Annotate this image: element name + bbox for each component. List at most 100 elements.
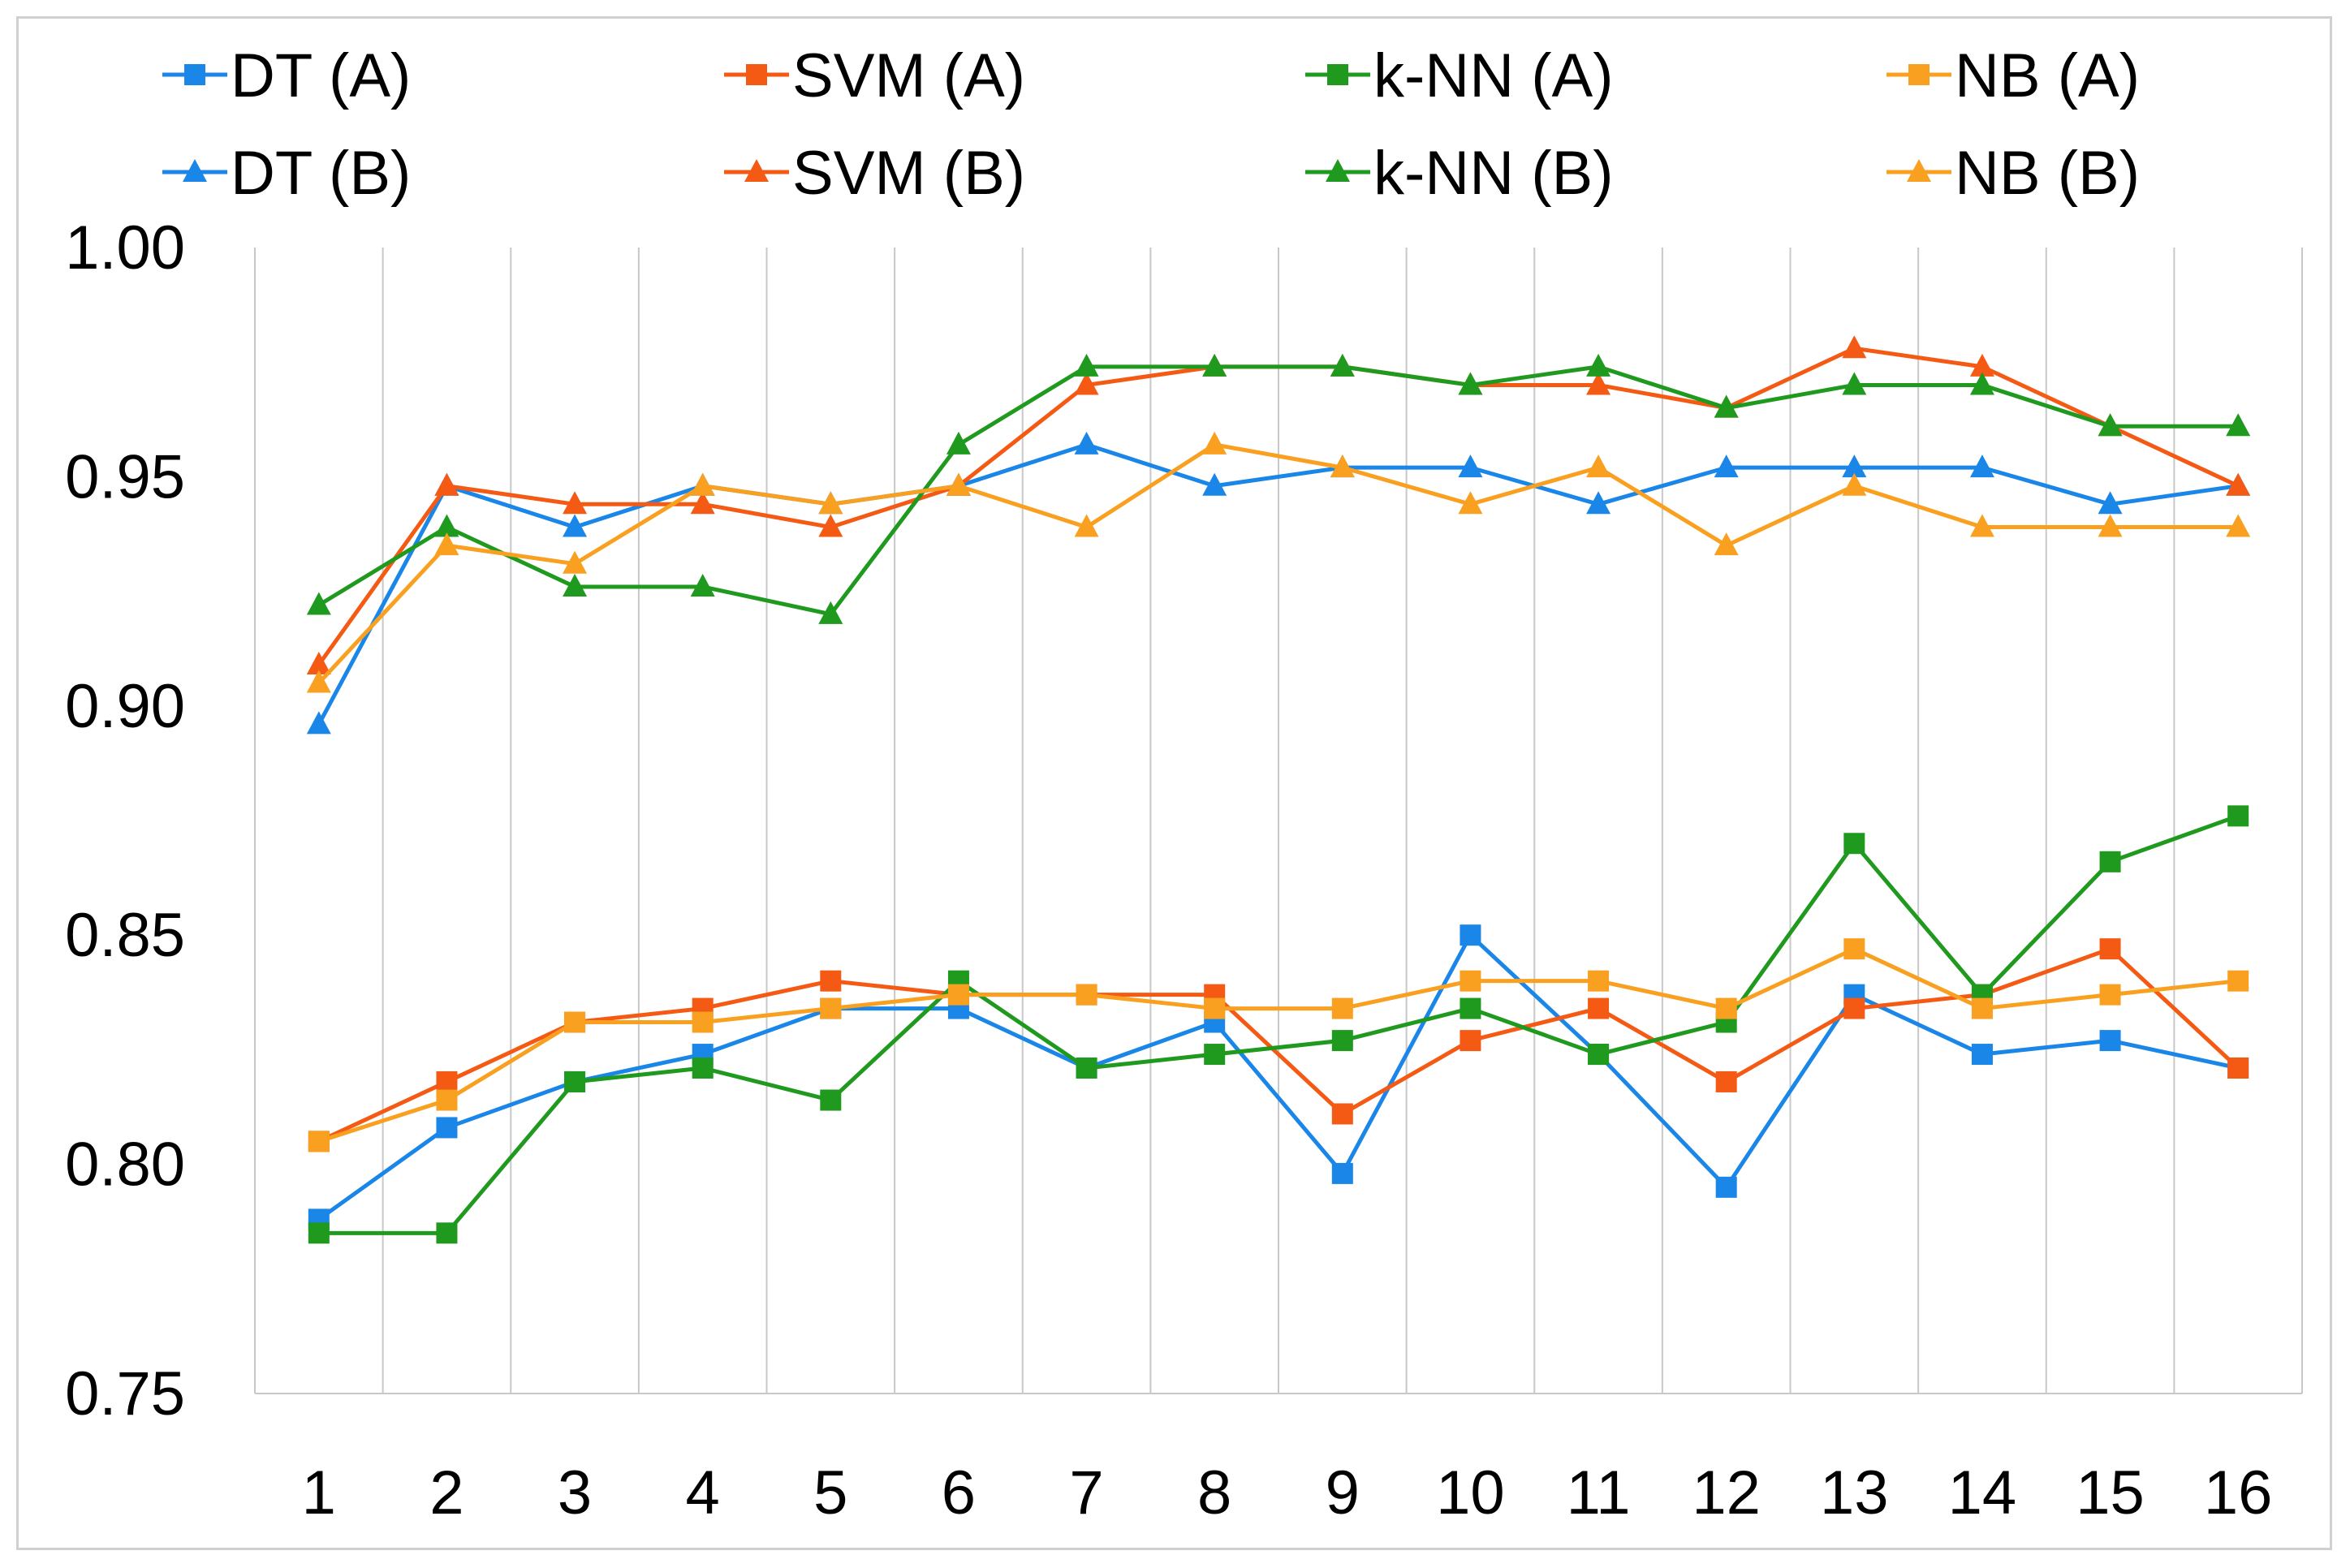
legend: DT (A) SVM (A) k-NN (A) NB (A) DT (B) SVM (B)… bbox=[162, 41, 2140, 208]
data-point bbox=[2226, 413, 2251, 437]
data-point bbox=[2098, 514, 2123, 537]
data-point bbox=[1588, 970, 1610, 992]
data-point bbox=[1204, 1044, 1226, 1066]
data-point bbox=[1971, 1044, 1993, 1066]
data-point bbox=[1588, 1044, 1610, 1066]
legend-marker bbox=[746, 64, 767, 85]
series-line bbox=[318, 813, 2240, 1235]
data-point bbox=[2098, 413, 2123, 437]
data-point bbox=[564, 1011, 586, 1033]
data-point bbox=[1843, 833, 1865, 855]
data-point bbox=[1715, 1070, 1737, 1092]
data-point bbox=[1458, 454, 1483, 478]
data-point bbox=[1586, 372, 1611, 395]
data-point bbox=[1969, 454, 1994, 478]
series-line bbox=[317, 442, 2239, 726]
data-point bbox=[434, 514, 459, 537]
series-line bbox=[317, 946, 2240, 1144]
data-point bbox=[563, 491, 588, 515]
data-point bbox=[1460, 924, 1481, 946]
data-point bbox=[1586, 353, 1611, 377]
data-point bbox=[1076, 1057, 1097, 1079]
data-point bbox=[436, 1117, 458, 1139]
data-point bbox=[2099, 1030, 2121, 1052]
data-point bbox=[306, 711, 331, 734]
series-layer bbox=[306, 335, 2251, 1244]
legend-entry: k-NN (B) bbox=[1305, 139, 1614, 208]
data-point bbox=[820, 970, 842, 992]
series-line bbox=[317, 933, 2239, 1221]
data-point bbox=[1202, 431, 1227, 454]
data-point bbox=[308, 1222, 330, 1244]
data-point bbox=[436, 1222, 458, 1244]
data-point bbox=[818, 514, 843, 537]
legend-entry: NB (B) bbox=[1886, 139, 2140, 208]
data-point bbox=[1586, 454, 1611, 478]
data-point bbox=[1969, 372, 1994, 395]
x-tick-label: 16 bbox=[2204, 1458, 2273, 1527]
data-point bbox=[1460, 970, 1481, 992]
data-point bbox=[818, 491, 843, 515]
legend-entry: NB (A) bbox=[1886, 41, 2140, 110]
legend-marker bbox=[1326, 159, 1350, 182]
data-point bbox=[1588, 997, 1610, 1019]
legend-marker bbox=[1327, 64, 1348, 85]
data-point bbox=[2226, 472, 2251, 496]
series-nb-a bbox=[308, 938, 2249, 1152]
data-point bbox=[563, 550, 588, 574]
data-point bbox=[1331, 1103, 1353, 1125]
data-point bbox=[1715, 997, 1737, 1019]
legend-label: SVM (B) bbox=[792, 139, 1025, 208]
legend-marker bbox=[183, 159, 207, 182]
x-tick-label: 8 bbox=[1197, 1458, 1231, 1527]
legend-entry: SVM (B) bbox=[724, 139, 1025, 208]
data-point bbox=[1076, 984, 1097, 1006]
data-point bbox=[818, 601, 843, 624]
grid-layer bbox=[254, 248, 2303, 1394]
y-tick-label: 0.75 bbox=[65, 1359, 185, 1428]
data-point bbox=[690, 491, 715, 515]
data-point bbox=[1074, 353, 1099, 377]
legend-marker bbox=[184, 64, 205, 85]
x-tick-label: 13 bbox=[1820, 1458, 1889, 1527]
data-point bbox=[1074, 372, 1099, 395]
data-point bbox=[692, 1057, 714, 1079]
chart-frame bbox=[16, 16, 2332, 1550]
data-point bbox=[434, 532, 459, 556]
data-point bbox=[306, 651, 331, 674]
series-line bbox=[318, 946, 2239, 1144]
data-point bbox=[1330, 454, 1355, 478]
legend-label: NB (A) bbox=[1955, 41, 2140, 110]
x-tick-label: 3 bbox=[558, 1458, 592, 1527]
data-point bbox=[436, 1089, 458, 1111]
data-point bbox=[1460, 997, 1481, 1019]
data-point bbox=[1331, 1162, 1353, 1184]
data-point bbox=[1842, 372, 1867, 395]
data-point bbox=[1969, 514, 1994, 537]
data-point bbox=[946, 431, 971, 454]
legend-label: DT (B) bbox=[231, 139, 411, 208]
data-point bbox=[692, 1011, 714, 1033]
legend-label: SVM (A) bbox=[792, 41, 1025, 110]
data-point bbox=[1714, 394, 1739, 418]
series-line bbox=[317, 364, 2239, 617]
data-point bbox=[690, 573, 715, 597]
data-point bbox=[820, 997, 842, 1019]
series-k-nn-a bbox=[308, 805, 2249, 1244]
legend-marker bbox=[744, 159, 769, 182]
data-point bbox=[690, 472, 715, 496]
series-nb-b bbox=[306, 431, 2251, 693]
data-point bbox=[1842, 454, 1867, 478]
data-point bbox=[1586, 491, 1611, 515]
x-tick-label: 2 bbox=[429, 1458, 464, 1527]
data-point bbox=[306, 670, 331, 693]
y-tick-label: 0.95 bbox=[65, 442, 185, 511]
legend-label: k-NN (B) bbox=[1373, 139, 1614, 208]
data-point bbox=[1714, 532, 1739, 556]
y-tick-label: 1.00 bbox=[65, 213, 185, 282]
data-point bbox=[1074, 431, 1099, 454]
x-tick-label: 9 bbox=[1326, 1458, 1360, 1527]
data-point bbox=[1074, 514, 1099, 537]
legend-entry: DT (B) bbox=[162, 139, 411, 208]
